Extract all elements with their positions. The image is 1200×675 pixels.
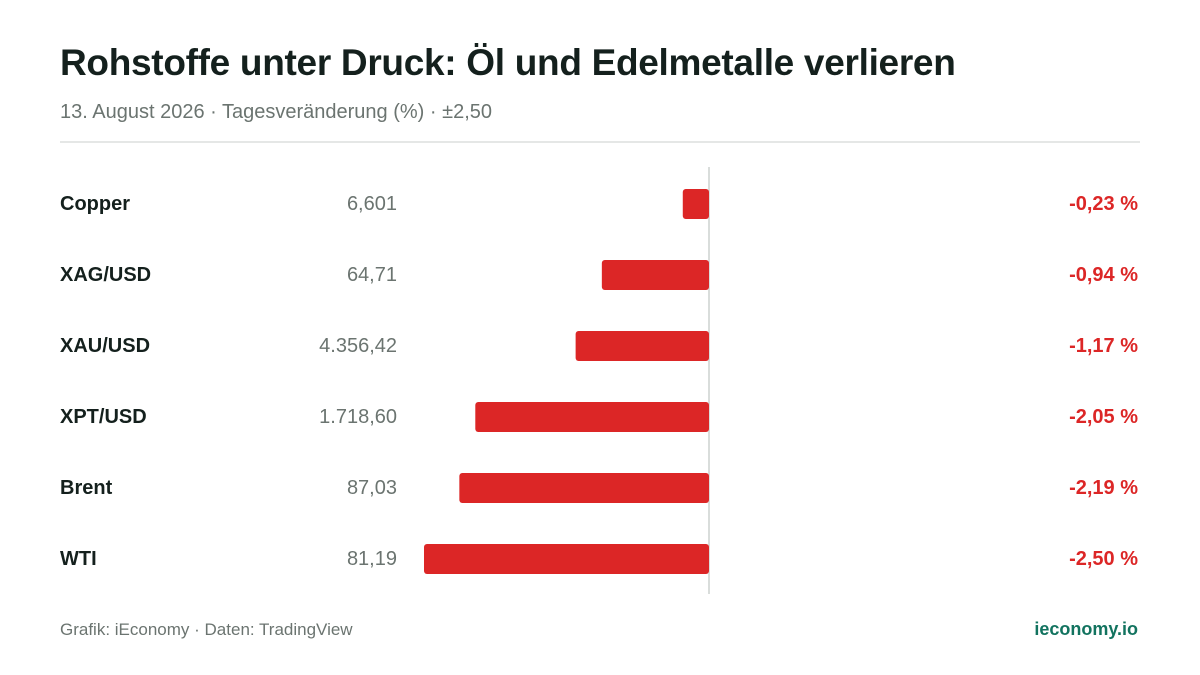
row-label: XAU/USD: [60, 335, 150, 357]
bar: [475, 402, 709, 432]
row-label: XPT/USD: [60, 406, 147, 428]
row-label: XAG/USD: [60, 264, 151, 286]
brand-link[interactable]: ieconomy.io: [1034, 619, 1138, 639]
bar: [424, 544, 709, 574]
source-credit: Grafik: iEconomy · Daten: TradingView: [60, 620, 353, 639]
chart-row: XAU/USD 4.356,42 -1,17 %: [60, 331, 1138, 361]
change-label: -2,19 %: [1069, 477, 1138, 499]
row-label: Copper: [60, 193, 130, 215]
row-price: 87,03: [347, 477, 397, 499]
row-label: Brent: [60, 477, 113, 499]
header-divider: [60, 141, 1140, 143]
chart-row: Copper 6,601 -0,23 %: [60, 189, 1138, 219]
row-label: WTI: [60, 548, 97, 570]
chart-row: Brent 87,03 -2,19 %: [60, 473, 1138, 503]
chart-row: WTI 81,19 -2,50 %: [60, 544, 1138, 574]
change-label: -0,94 %: [1069, 264, 1138, 286]
row-price: 4.356,42: [319, 335, 397, 357]
bar: [601, 260, 709, 290]
chart-row: XPT/USD 1.718,60 -2,05 %: [60, 402, 1138, 432]
bar: [459, 473, 709, 503]
change-label: -2,05 %: [1069, 406, 1138, 428]
chart-row: XAG/USD 64,71 -0,94 %: [60, 260, 1138, 290]
bar: [682, 189, 709, 219]
change-label: -0,23 %: [1069, 193, 1138, 215]
row-price: 1.718,60: [319, 406, 397, 428]
chart-subtitle: 13. August 2026 · Tagesveränderung (%) ·…: [60, 101, 492, 123]
change-label: -2,50 %: [1069, 548, 1138, 570]
change-label: -1,17 %: [1069, 335, 1138, 357]
row-price: 6,601: [347, 193, 397, 215]
chart-title: Rohstoffe unter Druck: Öl und Edelmetall…: [60, 42, 956, 83]
row-price: 64,71: [347, 264, 397, 286]
row-price: 81,19: [347, 548, 397, 570]
bar: [575, 331, 709, 361]
